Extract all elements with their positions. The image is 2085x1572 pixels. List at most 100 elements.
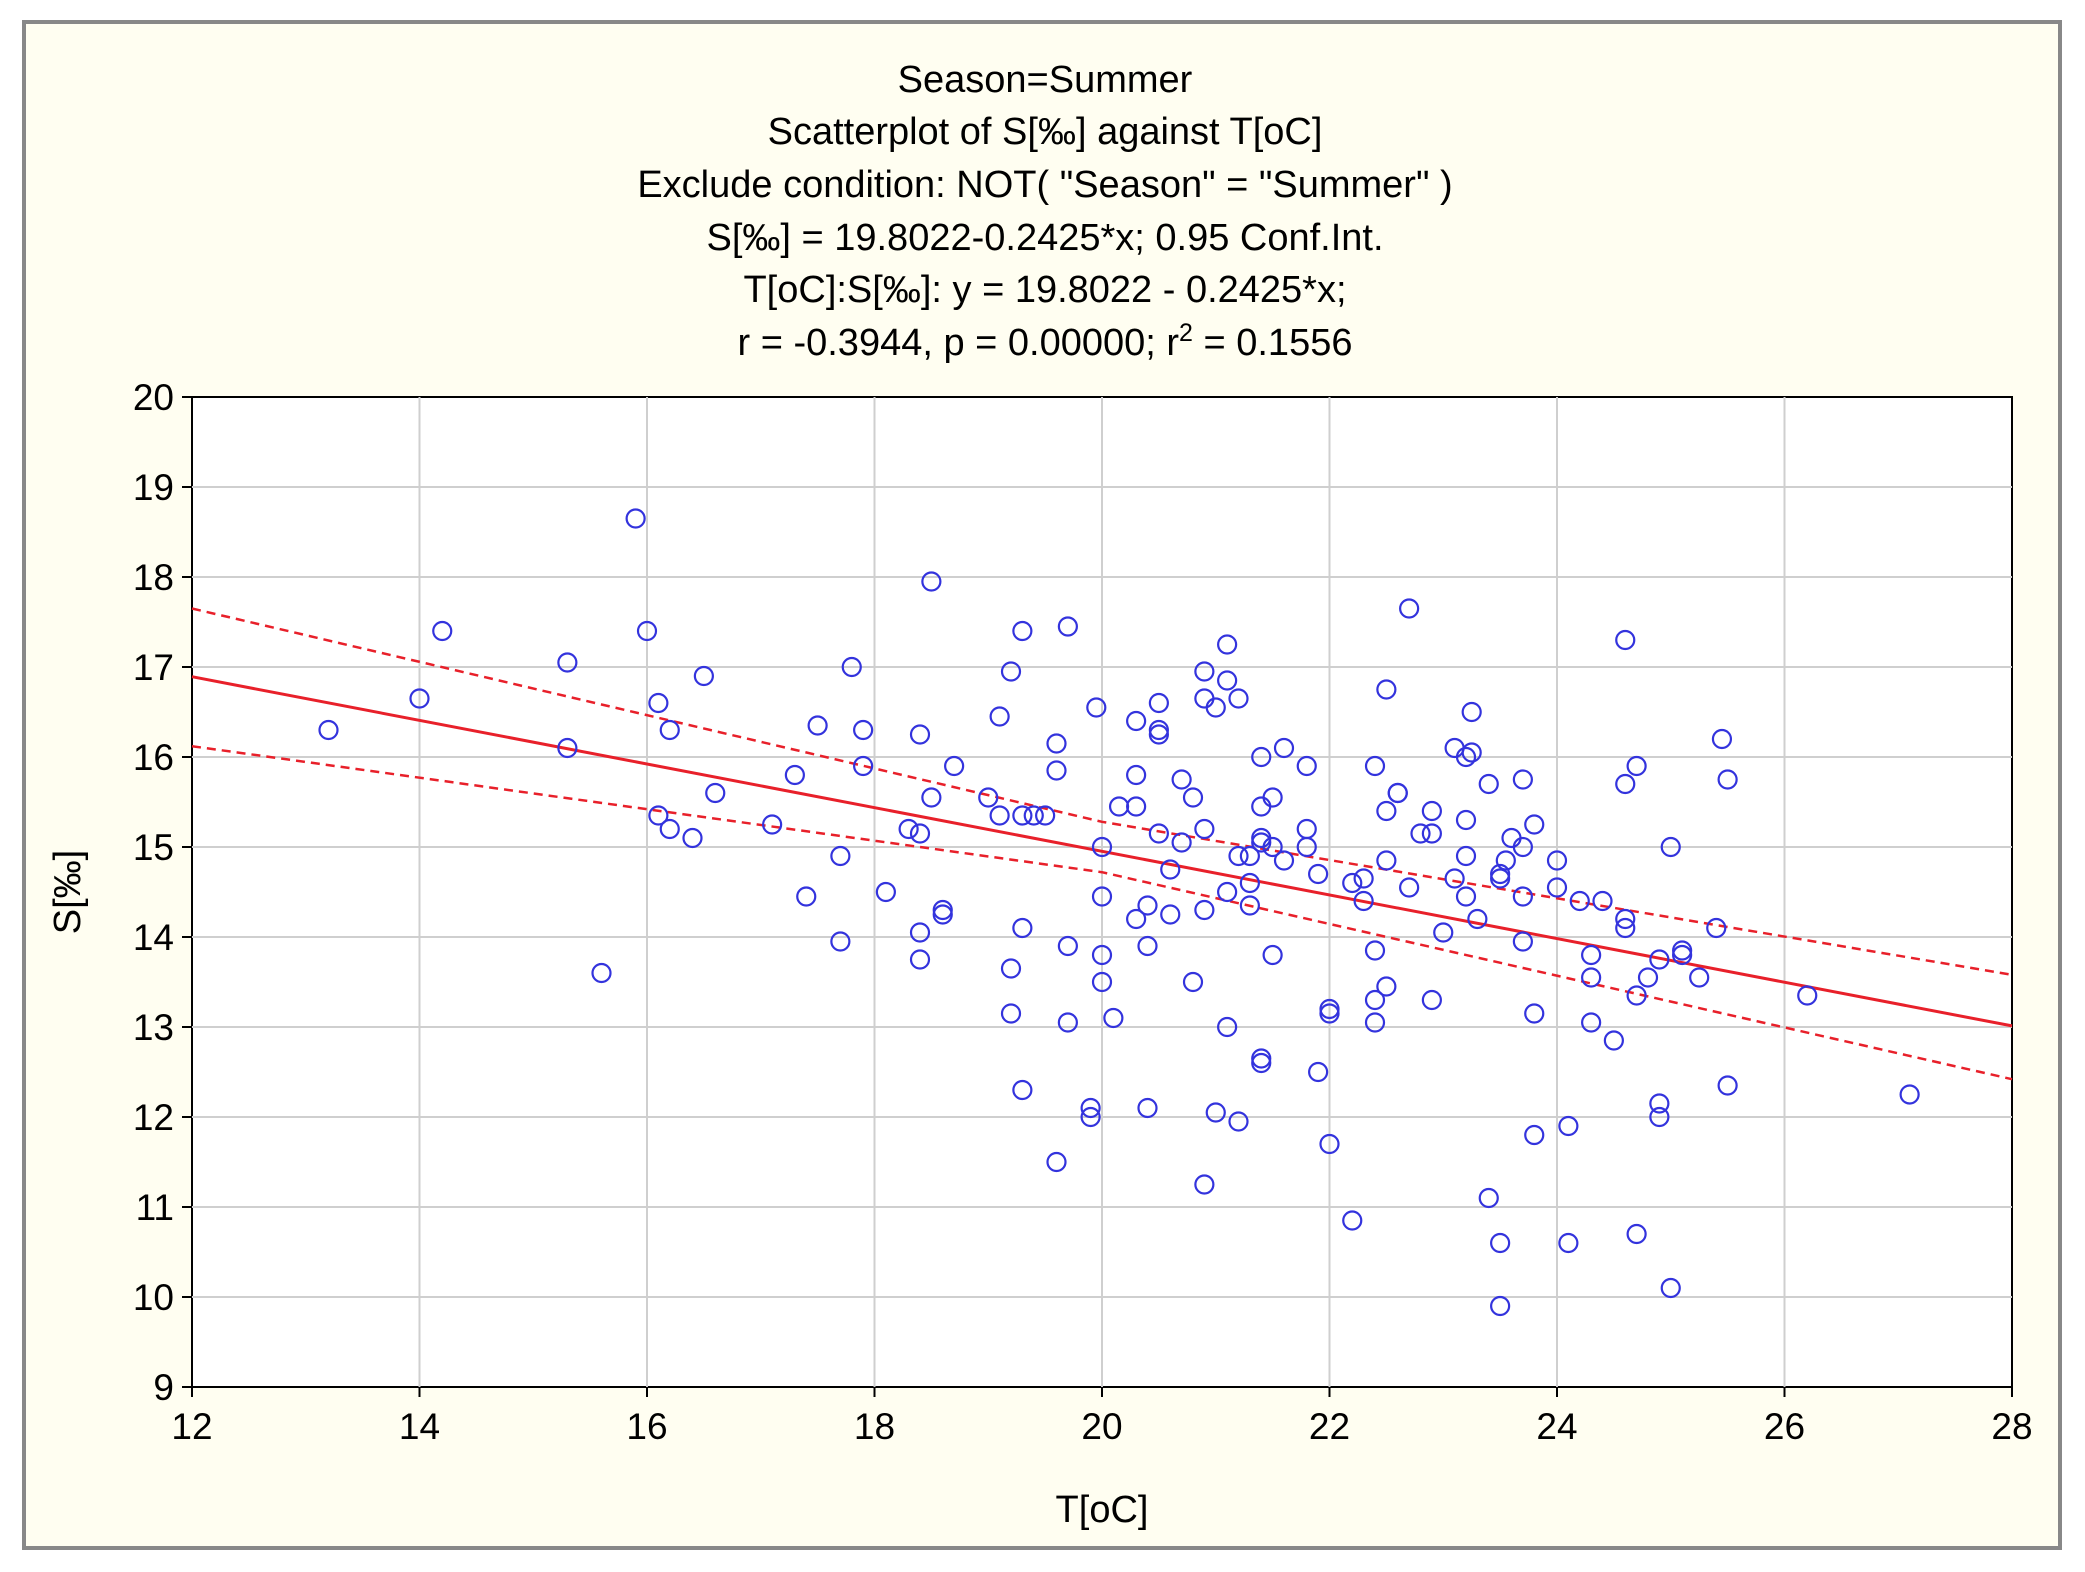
- x-tick-label-18: 18: [854, 1406, 895, 1447]
- title-line-3: Exclude condition: NOT( "Season" = "Summ…: [637, 164, 1452, 206]
- scatter-point-51: [1057, 935, 1078, 957]
- scatter-point-71: [1148, 724, 1169, 745]
- scatter-point-132: [1421, 800, 1442, 822]
- scatter-point-172: [1615, 908, 1636, 930]
- scatter-point-105: [1273, 737, 1295, 759]
- scatter-point-109: [1296, 836, 1317, 858]
- y-axis-title: S[‰]: [47, 850, 89, 934]
- scatter-point-130: [1399, 877, 1420, 898]
- scatter-point-140: [1455, 845, 1477, 867]
- scatter-point-128: [1387, 782, 1408, 804]
- scatter-point-162: [1558, 1115, 1579, 1137]
- scatter-point-2: [432, 620, 453, 642]
- title-line-6: r = -0.3944, p = 0.00000; r2 = 0.1556: [738, 319, 1353, 364]
- scatter-point-190: [1797, 985, 1818, 1006]
- scatter-point-146: [1478, 1187, 1499, 1209]
- scatter-point-88: [1217, 881, 1238, 903]
- scatter-point-103: [1262, 836, 1283, 858]
- scatter-point-124: [1376, 800, 1397, 822]
- scatter-point-35: [978, 787, 999, 808]
- scatter-point-144: [1467, 908, 1488, 930]
- scatter-point-34: [944, 755, 965, 777]
- scatter-point-28: [909, 922, 931, 943]
- y-tick-label-16: 16: [133, 737, 174, 778]
- scatter-point-67: [1137, 935, 1158, 957]
- scatter-point-26: [909, 724, 931, 745]
- scatter-point-18: [807, 715, 828, 736]
- scatter-point-59: [1091, 971, 1113, 993]
- scatter-point-111: [1308, 1061, 1329, 1083]
- regression-line: [191, 675, 2013, 1028]
- scatter-point-134: [1421, 989, 1442, 1011]
- y-tick-label-17: 17: [133, 647, 174, 688]
- scatter-point-94: [1239, 872, 1260, 894]
- scatter-point-113: [1319, 1003, 1340, 1024]
- scatter-point-122: [1364, 1012, 1386, 1033]
- y-tick-label-11: 11: [136, 1187, 174, 1228]
- scatter-point-77: [1182, 787, 1204, 808]
- scatter-point-45: [1023, 805, 1044, 826]
- scatter-point-25: [898, 818, 919, 840]
- scatter-point-95: [1239, 895, 1260, 916]
- scatter-point-177: [1637, 967, 1659, 988]
- scatter-point-131: [1410, 823, 1431, 844]
- scatter-point-5: [591, 962, 612, 984]
- scatter-point-76: [1171, 832, 1192, 853]
- scatter-point-9: [648, 805, 669, 826]
- scatter-point-63: [1126, 764, 1147, 786]
- scatter-point-99: [1251, 832, 1272, 853]
- scatter-point-42: [1012, 805, 1033, 826]
- scatter-point-143: [1461, 742, 1482, 763]
- scatter-point-78: [1182, 971, 1204, 993]
- scatter-point-186: [1706, 917, 1727, 939]
- scatter-point-46: [1035, 805, 1056, 826]
- scatter-point-185: [1689, 967, 1710, 988]
- x-tick-label-28: 28: [1991, 1406, 2032, 1447]
- y-tick-label-13: 13: [133, 1007, 174, 1048]
- scatter-point-173: [1615, 917, 1636, 939]
- scatter-point-16: [784, 764, 805, 786]
- scatter-point-107: [1296, 755, 1317, 777]
- scatter-point-33: [932, 904, 953, 925]
- scatter-point-148: [1490, 868, 1511, 889]
- scatter-point-64: [1126, 796, 1147, 817]
- scatter-point-55: [1086, 697, 1107, 718]
- scatter-point-104: [1262, 944, 1283, 966]
- scatter-point-24: [875, 881, 896, 903]
- scatter-point-117: [1353, 868, 1374, 889]
- scatter-point-178: [1649, 949, 1670, 970]
- scatter-point-141: [1455, 886, 1477, 907]
- scatter-point-14: [705, 782, 726, 804]
- grid-layer: [192, 397, 2012, 1387]
- scatter-point-6: [625, 508, 646, 529]
- scatter-point-22: [853, 719, 874, 741]
- scatter-point-174: [1626, 755, 1647, 777]
- scatter-point-69: [1148, 692, 1169, 714]
- scatter-point-60: [1103, 1007, 1124, 1029]
- y-tick-label-20: 20: [133, 377, 174, 418]
- scatter-point-87: [1217, 670, 1238, 691]
- scatter-point-168: [1592, 890, 1613, 912]
- scatter-point-15: [762, 814, 783, 835]
- scatter-point-161: [1546, 877, 1568, 898]
- scatter-point-58: [1091, 944, 1113, 966]
- scatter-point-84: [1205, 697, 1226, 718]
- scatter-point-82: [1194, 899, 1215, 921]
- title-line-5: T[oC]:S[‰]: y = 19.8022 - 0.2425*x;: [743, 269, 1346, 311]
- title-line-4: S[‰] = 19.8022-0.2425*x; 0.95 Conf.Int.: [706, 217, 1383, 259]
- y-tick-label-14: 14: [133, 917, 174, 958]
- x-tick-label-26: 26: [1764, 1406, 1805, 1447]
- stats-text-after: = 0.1556: [1193, 322, 1353, 364]
- scatter-point-181: [1660, 836, 1681, 858]
- scatter-point-19: [830, 845, 851, 867]
- scatter-point-120: [1364, 940, 1386, 961]
- y-tick-label-10: 10: [133, 1277, 174, 1318]
- scatter-point-68: [1137, 1097, 1158, 1119]
- scatter-point-102: [1262, 787, 1283, 808]
- regression-line-layer: [191, 675, 2013, 1028]
- scatter-point-154: [1512, 836, 1533, 858]
- scatter-point-125: [1376, 850, 1397, 871]
- scatter-point-37: [989, 805, 1010, 826]
- scatter-point-12: [682, 827, 703, 849]
